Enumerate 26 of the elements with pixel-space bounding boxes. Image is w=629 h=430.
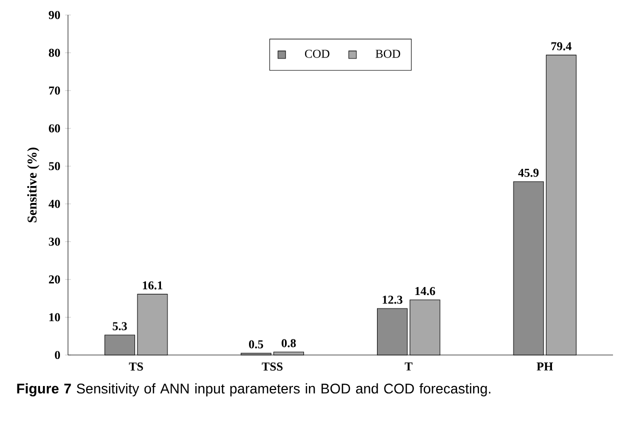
x-tick-label: TSS bbox=[262, 362, 283, 371]
x-tick-label: TS bbox=[128, 362, 143, 371]
y-tick-label: 90 bbox=[48, 10, 60, 20]
y-tick-label: 60 bbox=[48, 124, 60, 132]
data-label: 79.4 bbox=[551, 42, 572, 50]
data-label: 5.3 bbox=[112, 322, 127, 330]
data-label: 45.9 bbox=[518, 168, 539, 177]
y-tick-label: 50 bbox=[48, 162, 60, 170]
data-label: 0.5 bbox=[249, 340, 264, 348]
text: Figure 7 Sensitivity of ANN input parameters in BOD and COD forecasting. bbox=[17, 383, 490, 396]
legend-label: BOD bbox=[376, 50, 400, 58]
data-label: 14.6 bbox=[415, 287, 436, 296]
data-label: 0.8 bbox=[282, 339, 296, 348]
y-tick-label: 10 bbox=[49, 313, 60, 322]
x-tick-label: PH bbox=[536, 362, 554, 370]
y-tick-label: 0 bbox=[54, 350, 60, 360]
x-tick-label: T bbox=[404, 362, 412, 370]
data-label: 16.1 bbox=[142, 281, 162, 290]
y-tick-label: 30 bbox=[48, 238, 60, 246]
y-axis-title: Sensitive (%) bbox=[27, 148, 40, 222]
y-tick-label: 70 bbox=[49, 86, 60, 95]
data-label: 12.3 bbox=[382, 296, 402, 304]
y-tick-label: 40 bbox=[48, 200, 60, 208]
y-tick-label: 20 bbox=[48, 275, 60, 284]
legend-label: COD bbox=[304, 50, 330, 58]
y-tick-label: 80 bbox=[48, 48, 60, 57]
